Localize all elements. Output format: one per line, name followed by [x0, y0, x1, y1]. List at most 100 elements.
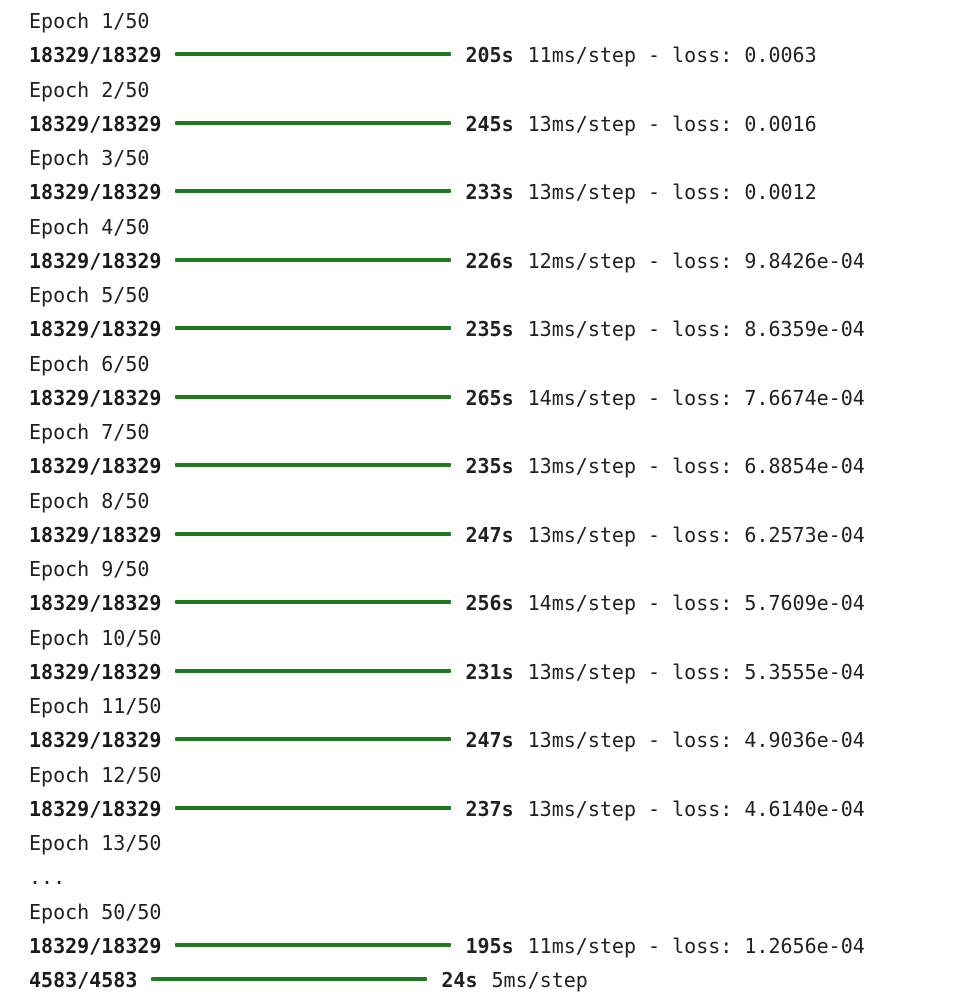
progress-line: 18329/18329 237s 13ms/step - loss: 4.6140e… [29, 792, 976, 826]
progress-line: 18329/18329 233s 13ms/step - loss: 0.0012 [29, 175, 976, 209]
progress-line: 4583/4583 24s 5ms/step [29, 963, 976, 997]
step-metrics: 14ms/step - loss: 5.7609e-04 [527, 591, 865, 616]
progress-bar [175, 189, 452, 194]
epoch-label: Epoch 50/50 [29, 899, 162, 924]
step-count: 18329/18329 [29, 728, 162, 753]
epoch-label: Epoch 13/50 [29, 831, 162, 855]
epoch-label: Epoch 12/50 [29, 762, 162, 787]
epoch-header-line: Epoch 8/50 [29, 484, 976, 518]
elapsed-time: 237s [465, 796, 514, 821]
progress-line: 18329/18329 235s 13ms/step - loss: 8.6359e… [29, 312, 976, 346]
progress-line: 18329/18329 226s 12ms/step - loss: 9.8426e… [29, 244, 976, 278]
elapsed-time: 247s [465, 522, 514, 547]
epoch-header-line: Epoch 3/50 [29, 141, 976, 175]
progress-bar [175, 805, 452, 810]
progress-line: 18329/18329 235s 13ms/step - loss: 6.8854e… [29, 449, 976, 483]
step-count: 18329/18329 [29, 43, 162, 68]
epoch-header-line: Epoch 11/50 [29, 689, 976, 723]
step-metrics: 13ms/step - loss: 4.6140e-04 [527, 796, 865, 821]
epoch-header-line: Epoch 2/50 [29, 73, 976, 107]
step-count: 18329/18329 [29, 933, 162, 958]
epoch-header-line: ... [29, 860, 976, 894]
elapsed-time: 235s [465, 454, 514, 479]
epoch-label: Epoch 6/50 [29, 351, 150, 376]
epoch-header-line: Epoch 4/50 [29, 210, 976, 244]
progress-line: 18329/18329 265s 14ms/step - loss: 7.6674e… [29, 381, 976, 415]
elapsed-time: 245s [465, 111, 514, 136]
elapsed-time: 235s [465, 317, 514, 342]
step-metrics: 13ms/step - loss: 6.8854e-04 [527, 454, 865, 479]
step-count: 18329/18329 [29, 317, 162, 342]
progress-bar [175, 52, 452, 57]
epoch-label: Epoch 7/50 [29, 420, 150, 444]
elapsed-time: 24s [441, 968, 478, 992]
epoch-label: Epoch 5/50 [29, 283, 150, 307]
progress-bar [151, 977, 428, 982]
epoch-header-line: Epoch 6/50 [29, 347, 976, 381]
elapsed-time: 265s [465, 385, 514, 410]
step-count: 18329/18329 [29, 591, 162, 616]
step-count: 18329/18329 [29, 522, 162, 547]
step-count: 18329/18329 [29, 248, 162, 273]
progress-line: 18329/18329 245s 13ms/step - loss: 0.0016 [29, 107, 976, 141]
progress-line: 18329/18329 256s 14ms/step - loss: 5.7609e… [29, 586, 976, 620]
step-count: 18329/18329 [29, 796, 162, 821]
step-metrics: 12ms/step - loss: 9.8426e-04 [527, 248, 865, 273]
elapsed-time: 205s [465, 43, 514, 68]
progress-bar [175, 600, 452, 605]
step-count: 18329/18329 [29, 454, 162, 479]
elapsed-time: 231s [465, 659, 514, 684]
progress-bar [175, 668, 452, 673]
epoch-label: Epoch 1/50 [29, 9, 150, 33]
epoch-header-line: Epoch 10/50 [29, 621, 976, 655]
step-metrics: 13ms/step - loss: 5.3555e-04 [527, 659, 865, 684]
progress-line: 18329/18329 205s 11ms/step - loss: 0.0063 [29, 38, 976, 72]
progress-line: 18329/18329 247s 13ms/step - loss: 6.2573e… [29, 518, 976, 552]
epoch-header-line: Epoch 13/50 [29, 826, 976, 860]
epoch-label: Epoch 3/50 [29, 146, 150, 170]
step-metrics: 13ms/step - loss: 8.6359e-04 [527, 317, 865, 342]
epoch-label: Epoch 11/50 [29, 694, 162, 718]
epoch-label: Epoch 8/50 [29, 488, 150, 513]
step-count: 4583/4583 [29, 968, 138, 992]
progress-bar [175, 326, 452, 331]
progress-bar [175, 394, 452, 399]
epoch-label: Epoch 10/50 [29, 625, 162, 650]
step-metrics: 13ms/step - loss: 4.9036e-04 [527, 728, 865, 753]
elapsed-time: 256s [465, 591, 514, 616]
step-metrics: 13ms/step - loss: 0.0016 [527, 111, 817, 136]
epoch-header-line: Epoch 7/50 [29, 415, 976, 449]
step-metrics: 11ms/step - loss: 0.0063 [527, 43, 817, 68]
progress-bar [175, 942, 452, 947]
epoch-label: Epoch 9/50 [29, 557, 150, 581]
step-metrics: 13ms/step - loss: 6.2573e-04 [527, 522, 865, 547]
progress-bar [175, 531, 452, 536]
epoch-label: Epoch 4/50 [29, 214, 150, 239]
step-metrics: 5ms/step [491, 968, 588, 992]
step-metrics: 14ms/step - loss: 7.6674e-04 [527, 385, 865, 410]
step-count: 18329/18329 [29, 111, 162, 136]
epoch-header-line: Epoch 1/50 [29, 4, 976, 38]
elapsed-time: 195s [465, 933, 514, 958]
epoch-header-line: Epoch 5/50 [29, 278, 976, 312]
epoch-header-line: Epoch 12/50 [29, 758, 976, 792]
elapsed-time: 233s [465, 180, 514, 205]
progress-line: 18329/18329 231s 13ms/step - loss: 5.3555e… [29, 655, 976, 689]
progress-bar [175, 463, 452, 468]
step-count: 18329/18329 [29, 180, 162, 205]
epoch-label: ... [29, 865, 66, 890]
step-count: 18329/18329 [29, 385, 162, 410]
progress-bar [175, 257, 452, 262]
training-log-output: Epoch 1/50 18329/18329 205s 11ms/step - los… [29, 4, 976, 997]
epoch-header-line: Epoch 50/50 [29, 895, 976, 929]
elapsed-time: 226s [465, 248, 514, 273]
progress-line: 18329/18329 195s 11ms/step - loss: 1.2656e… [29, 929, 976, 963]
epoch-label: Epoch 2/50 [29, 77, 150, 102]
step-metrics: 13ms/step - loss: 0.0012 [527, 180, 817, 205]
elapsed-time: 247s [465, 728, 514, 753]
epoch-header-line: Epoch 9/50 [29, 552, 976, 586]
step-metrics: 11ms/step - loss: 1.2656e-04 [527, 933, 865, 958]
progress-bar [175, 737, 452, 742]
progress-line: 18329/18329 247s 13ms/step - loss: 4.9036e… [29, 723, 976, 757]
step-count: 18329/18329 [29, 659, 162, 684]
